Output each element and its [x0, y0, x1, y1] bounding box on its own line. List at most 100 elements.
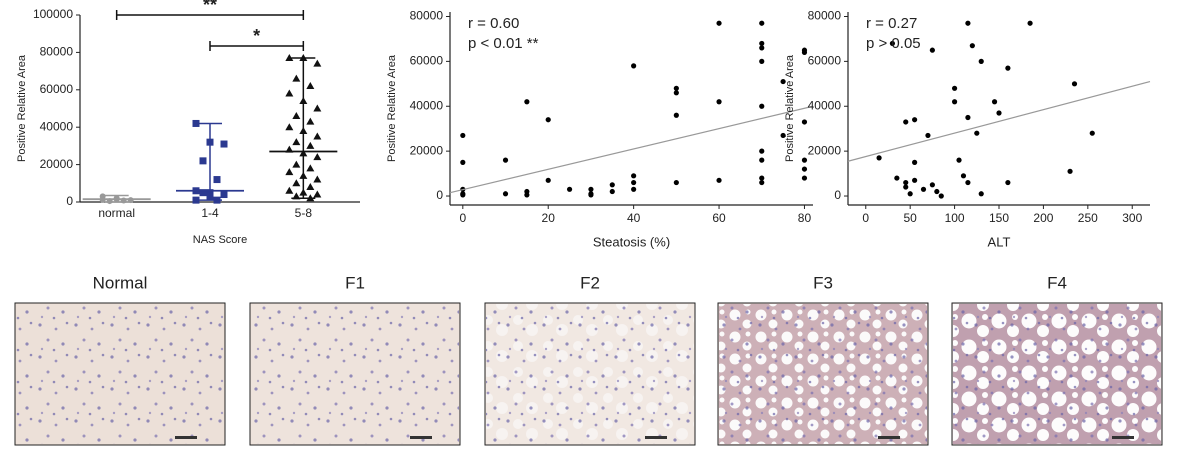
significance-bracket — [209, 41, 305, 51]
data-point — [192, 119, 200, 127]
data-point — [545, 117, 551, 123]
data-point — [292, 160, 301, 168]
data-point — [313, 175, 322, 183]
data-point — [292, 179, 301, 187]
x-tick-label: 150 — [989, 211, 1009, 225]
y-axis-label: Positive Relative Area — [386, 54, 398, 162]
data-point — [460, 159, 466, 165]
data-point — [759, 157, 765, 163]
x-tick-label: 250 — [1078, 211, 1098, 225]
panel-title: F3 — [813, 273, 833, 292]
y-tick-label: 20000 — [40, 157, 74, 171]
trend-line — [847, 80, 1151, 162]
data-point — [759, 175, 765, 181]
data-point — [912, 159, 918, 165]
data-point — [960, 173, 967, 179]
y-tick-label: 0 — [834, 188, 841, 202]
data-point — [780, 78, 786, 85]
data-point — [609, 182, 615, 188]
y-tick-label: 60000 — [40, 82, 74, 96]
data-point — [285, 186, 294, 194]
data-point — [588, 192, 594, 198]
data-point — [759, 45, 765, 51]
data-point — [956, 157, 962, 163]
data-point — [951, 99, 958, 105]
data-point — [876, 155, 882, 161]
data-point — [566, 186, 573, 192]
scale-bar — [878, 436, 900, 439]
data-point — [631, 173, 637, 179]
data-point — [1071, 81, 1078, 87]
stat-annotation: p > 0.05 — [866, 35, 921, 52]
nuclei — [16, 304, 224, 444]
significance-bracket — [115, 10, 305, 20]
data-point — [313, 132, 322, 140]
stat-annotation: r = 0.27 — [866, 15, 917, 32]
data-point — [894, 175, 900, 181]
data-point — [925, 132, 931, 139]
data-point — [889, 40, 896, 47]
y-tick-label: 40000 — [808, 98, 842, 112]
x-axis-label: Steatosis (%) — [593, 234, 670, 249]
x-tick-label: 300 — [1122, 211, 1142, 225]
data-point — [306, 183, 315, 191]
x-tick-label: 5-8 — [295, 206, 313, 220]
data-point — [192, 196, 200, 204]
data-point — [292, 138, 301, 146]
data-point — [801, 49, 808, 55]
stat-annotation: r = 0.60 — [468, 15, 519, 32]
data-point — [907, 191, 913, 197]
data-point — [934, 188, 940, 195]
data-point — [1005, 179, 1011, 186]
panel-title: F2 — [580, 273, 600, 292]
y-tick-label: 100000 — [33, 7, 73, 21]
data-point — [673, 179, 679, 186]
data-point — [220, 191, 228, 199]
nuclei — [953, 304, 1161, 444]
x-tick-label: 40 — [627, 211, 641, 225]
data-point — [759, 103, 765, 109]
y-tick-label: 80000 — [808, 9, 842, 23]
data-point — [759, 58, 765, 64]
data-point — [801, 157, 808, 163]
data-point — [903, 179, 909, 186]
data-point — [460, 192, 466, 198]
x-tick-label: 60 — [712, 211, 726, 225]
x-tick-label: 20 — [542, 211, 556, 225]
data-point — [292, 111, 301, 119]
x-tick-label: 50 — [903, 211, 917, 225]
panel-title: Normal — [93, 273, 148, 292]
y-axis-label: Positive Relative Area — [16, 54, 28, 162]
data-point — [306, 117, 315, 125]
data-point — [1089, 130, 1095, 136]
data-point — [903, 184, 909, 190]
nuclei — [251, 304, 459, 444]
data-point — [978, 58, 984, 64]
data-point — [716, 99, 722, 105]
data-point — [780, 132, 786, 139]
data-point — [631, 179, 637, 186]
y-tick-label: 60000 — [410, 54, 444, 68]
histology-panels: Normal F1 F2 F3 F4 — [14, 273, 1163, 446]
data-point — [1005, 65, 1011, 71]
data-point — [991, 99, 998, 105]
data-point — [716, 177, 722, 183]
panel-title: F1 — [345, 273, 365, 292]
y-tick-label: 40000 — [40, 119, 74, 133]
y-tick-label: 20000 — [808, 143, 842, 157]
data-point — [759, 40, 765, 47]
scale-bar — [1112, 436, 1134, 439]
data-point — [631, 63, 637, 69]
data-point — [673, 112, 679, 118]
data-point — [1067, 168, 1073, 174]
data-point — [631, 186, 637, 192]
data-point — [965, 114, 971, 121]
data-point — [609, 188, 615, 195]
panel-title: F4 — [1047, 273, 1067, 292]
data-point — [524, 99, 530, 105]
data-point — [801, 175, 808, 181]
data-point — [759, 20, 765, 26]
x-tick-label: 0 — [862, 211, 869, 225]
data-point — [912, 177, 918, 183]
